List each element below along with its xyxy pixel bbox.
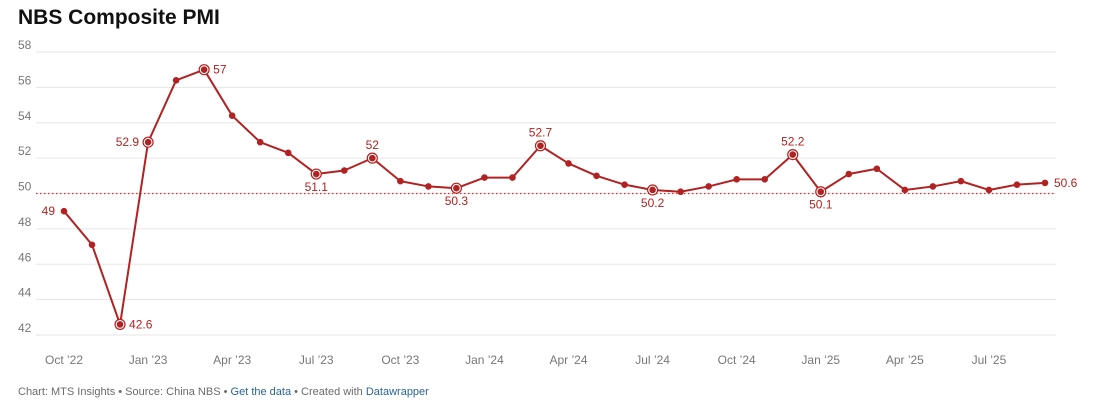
data-point [312, 170, 320, 178]
data-point [761, 176, 769, 183]
x-tick-label: Jul ’24 [635, 353, 670, 367]
created-with-text: Created with [301, 386, 366, 398]
data-point [845, 170, 853, 178]
x-tick-label: Jan ’25 [801, 353, 840, 367]
data-point [200, 66, 208, 73]
x-tick-label: Oct ’24 [718, 353, 756, 367]
y-tick-label: 56 [18, 73, 32, 87]
data-point [116, 321, 124, 328]
x-tick-label: Apr ’24 [549, 353, 587, 367]
x-tick-label: Jul ’23 [299, 353, 334, 367]
data-point [873, 165, 881, 173]
x-axis-ticks: Oct ’22 Jan ’23 Apr ’23 Jul ’23 Oct ’23 Jan ’… [45, 353, 1007, 367]
chart-title: NBS Composite PMI [18, 6, 220, 29]
gridlines [36, 51, 1056, 336]
x-tick-label: Jul ’25 [972, 353, 1007, 367]
data-points [60, 64, 1049, 330]
data-label: 52.9 [116, 135, 140, 149]
chart-credit: Chart: MTS Insights [18, 386, 116, 398]
data-point [425, 183, 432, 190]
footer-separator: • [291, 386, 302, 398]
data-label: 52.2 [781, 135, 805, 149]
y-tick-label: 54 [18, 109, 32, 123]
data-point [1013, 181, 1021, 188]
data-label: 50.6 [1054, 176, 1078, 190]
get-the-data-link[interactable]: Get the data [230, 386, 292, 398]
data-point [1041, 179, 1049, 187]
data-labels: 49 42.6 52.9 57 51.1 52 50.3 52.7 50.2 52.2 50.1 50… [40, 61, 1079, 333]
y-tick-label: 48 [18, 215, 32, 229]
data-point [677, 188, 684, 196]
data-point [397, 177, 404, 185]
data-label: 50.1 [809, 198, 833, 212]
data-point [172, 77, 180, 84]
data-point [593, 172, 600, 180]
data-label: 51.1 [305, 180, 329, 194]
y-tick-label: 58 [18, 38, 32, 52]
data-point [369, 154, 376, 162]
data-label: 52.7 [529, 126, 553, 140]
x-tick-label: Oct ’22 [45, 353, 83, 367]
data-label: 57 [213, 63, 227, 77]
data-point [256, 138, 264, 146]
data-point [789, 151, 797, 158]
y-tick-label: 46 [18, 250, 32, 264]
footer-separator: • [220, 386, 231, 398]
chart-footer: Chart: MTS Insights • Source: China NBS … [18, 386, 429, 398]
y-tick-label: 44 [18, 286, 32, 300]
data-point [509, 174, 516, 181]
data-label: 49 [42, 204, 56, 218]
data-label: 42.6 [129, 317, 153, 331]
y-tick-label: 50 [18, 180, 32, 194]
data-point [649, 186, 656, 194]
data-point [60, 207, 68, 215]
data-point [481, 174, 488, 181]
data-point [929, 183, 937, 190]
data-point [901, 186, 909, 194]
chart-source: Source: China NBS [125, 386, 221, 398]
data-label: 52 [366, 138, 380, 152]
data-label: 50.2 [641, 196, 665, 210]
y-axis-ticks: 42 44 46 48 50 52 54 56 58 [18, 38, 32, 335]
data-point [340, 167, 348, 174]
data-point [565, 160, 572, 167]
y-tick-label: 52 [18, 144, 32, 158]
x-tick-label: Jan ’23 [129, 353, 168, 367]
y-tick-label: 42 [18, 321, 32, 335]
data-point [733, 176, 740, 183]
x-tick-label: Oct ’23 [381, 353, 419, 367]
footer-separator: • [115, 386, 126, 398]
line-chart: 42 44 46 48 50 52 54 56 58 Oct ’22 Jan ’23 Apr ’23… [18, 38, 1079, 367]
x-tick-label: Jan ’24 [465, 353, 504, 367]
data-point [228, 112, 236, 119]
data-label: 50.3 [445, 194, 469, 208]
x-tick-label: Apr ’23 [213, 353, 251, 367]
data-point [957, 177, 965, 185]
series-line [63, 68, 1046, 326]
datawrapper-link[interactable]: Datawrapper [365, 386, 429, 398]
data-point [985, 186, 993, 194]
data-point [817, 188, 825, 196]
data-point [284, 149, 292, 157]
series-line-group [63, 68, 1046, 326]
data-point [621, 181, 628, 188]
data-point [705, 183, 712, 190]
x-tick-label: Apr ’25 [886, 353, 924, 367]
data-point [537, 142, 544, 150]
data-point [88, 241, 96, 249]
data-point [144, 138, 152, 146]
data-point [453, 184, 460, 192]
